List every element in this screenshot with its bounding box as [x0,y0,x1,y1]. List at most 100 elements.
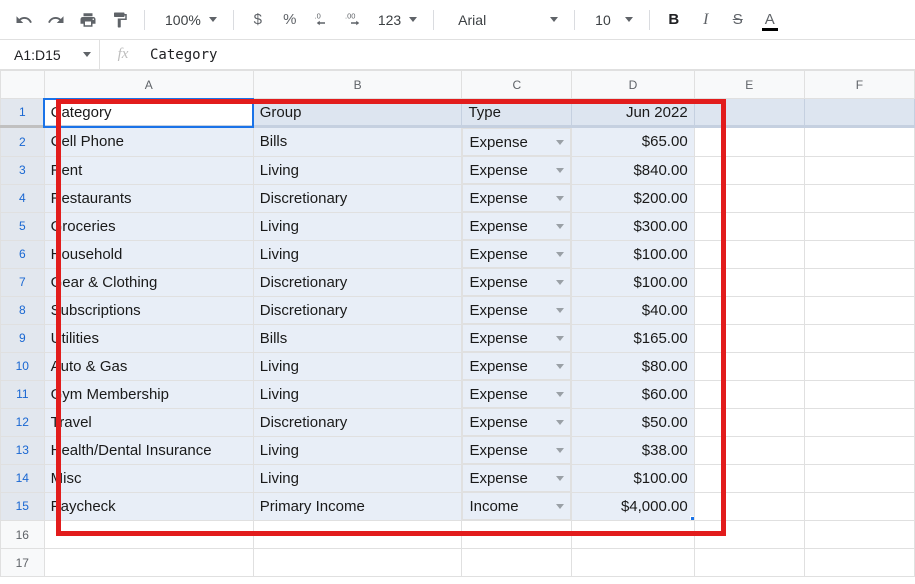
cell-B14[interactable]: Living [253,464,462,492]
dropdown-caret-icon[interactable] [556,392,564,397]
cell-D8[interactable]: $40.00 [572,296,695,324]
cell-F11[interactable] [804,380,914,408]
cell-D12[interactable]: $50.00 [572,408,695,436]
redo-button[interactable] [42,6,70,34]
cell-D9[interactable]: $165.00 [572,324,695,352]
cell-F12[interactable] [804,408,914,436]
row-header-3[interactable]: 3 [1,156,45,184]
cell-E8[interactable] [694,296,804,324]
cell-B7[interactable]: Discretionary [253,268,462,296]
row-header-9[interactable]: 9 [1,324,45,352]
cell-A2[interactable]: Cell Phone [44,127,253,157]
cell-E16[interactable] [694,521,804,549]
cell-B6[interactable]: Living [253,240,462,268]
print-button[interactable] [74,6,102,34]
paint-format-button[interactable] [106,6,134,34]
row-header-5[interactable]: 5 [1,212,45,240]
cell-D13[interactable]: $38.00 [572,436,695,464]
cell-B9[interactable]: Bills [253,324,462,352]
row-header-4[interactable]: 4 [1,184,45,212]
cell-A17[interactable] [44,549,253,577]
row-header-12[interactable]: 12 [1,408,45,436]
cell-E10[interactable] [694,352,804,380]
row-header-2[interactable]: 2 [1,127,45,157]
cell-D16[interactable] [572,521,695,549]
cell-F5[interactable] [804,212,914,240]
cell-A16[interactable] [44,521,253,549]
row-header-11[interactable]: 11 [1,380,45,408]
cell-A3[interactable]: Rent [44,156,253,184]
cell-E6[interactable] [694,240,804,268]
cell-E14[interactable] [694,464,804,492]
cell-C3[interactable]: Expense [462,156,571,184]
cell-D15[interactable]: $4,000.00 [572,492,695,521]
cell-C4[interactable]: Expense [462,184,571,212]
dropdown-caret-icon[interactable] [556,336,564,341]
dropdown-caret-icon[interactable] [556,280,564,285]
cell-F17[interactable] [804,549,914,577]
dropdown-caret-icon[interactable] [556,448,564,453]
selection-handle[interactable] [690,516,695,521]
cell-B3[interactable]: Living [253,156,462,184]
column-header-F[interactable]: F [804,71,914,99]
font-size-dropdown[interactable]: 10 [585,6,639,34]
cell-C10[interactable]: Expense [462,352,571,380]
row-header-6[interactable]: 6 [1,240,45,268]
cell-A15[interactable]: Paycheck [44,492,253,521]
cell-D4[interactable]: $200.00 [572,184,695,212]
cell-A9[interactable]: Utilities [44,324,253,352]
dropdown-caret-icon[interactable] [556,420,564,425]
cell-C16[interactable] [462,521,572,549]
cell-E2[interactable] [694,127,804,157]
cell-A8[interactable]: Subscriptions [44,296,253,324]
cell-E1[interactable] [694,99,804,127]
cell-B16[interactable] [253,521,462,549]
cell-C2[interactable]: Expense [462,128,571,156]
cell-D14[interactable]: $100.00 [572,464,695,492]
column-header-E[interactable]: E [694,71,804,99]
cell-D7[interactable]: $100.00 [572,268,695,296]
dropdown-caret-icon[interactable] [556,364,564,369]
row-header-15[interactable]: 15 [1,492,45,521]
cell-E11[interactable] [694,380,804,408]
cell-D3[interactable]: $840.00 [572,156,695,184]
cell-B8[interactable]: Discretionary [253,296,462,324]
row-header-10[interactable]: 10 [1,352,45,380]
cell-A4[interactable]: Restaurants [44,184,253,212]
cell-F1[interactable] [804,99,914,127]
zoom-dropdown[interactable]: 100% [155,6,223,34]
column-header-C[interactable]: C [462,71,572,99]
dropdown-caret-icon[interactable] [556,476,564,481]
cell-A13[interactable]: Health/Dental Insurance [44,436,253,464]
row-header-13[interactable]: 13 [1,436,45,464]
dropdown-caret-icon[interactable] [556,196,564,201]
cell-C5[interactable]: Expense [462,212,571,240]
percent-button[interactable]: % [276,6,304,34]
dropdown-caret-icon[interactable] [556,224,564,229]
cell-A1[interactable]: Category [44,99,253,127]
dropdown-caret-icon[interactable] [556,252,564,257]
row-header-16[interactable]: 16 [1,521,45,549]
italic-button[interactable]: I [692,6,720,34]
cell-D5[interactable]: $300.00 [572,212,695,240]
cell-E5[interactable] [694,212,804,240]
dropdown-caret-icon[interactable] [556,504,564,509]
cell-A7[interactable]: Gear & Clothing [44,268,253,296]
cell-E13[interactable] [694,436,804,464]
font-dropdown[interactable]: Arial [444,6,564,34]
select-all-corner[interactable] [1,71,45,99]
cell-C13[interactable]: Expense [462,436,571,464]
cell-E4[interactable] [694,184,804,212]
undo-button[interactable] [10,6,38,34]
text-color-button[interactable]: A [756,6,784,34]
cell-F16[interactable] [804,521,914,549]
cell-F3[interactable] [804,156,914,184]
cell-E12[interactable] [694,408,804,436]
cell-F4[interactable] [804,184,914,212]
cell-D1[interactable]: Jun 2022 [572,99,695,127]
column-header-B[interactable]: B [253,71,462,99]
cell-A14[interactable]: Misc [44,464,253,492]
row-header-8[interactable]: 8 [1,296,45,324]
cell-F14[interactable] [804,464,914,492]
decrease-decimal-button[interactable]: .0 [308,6,336,34]
